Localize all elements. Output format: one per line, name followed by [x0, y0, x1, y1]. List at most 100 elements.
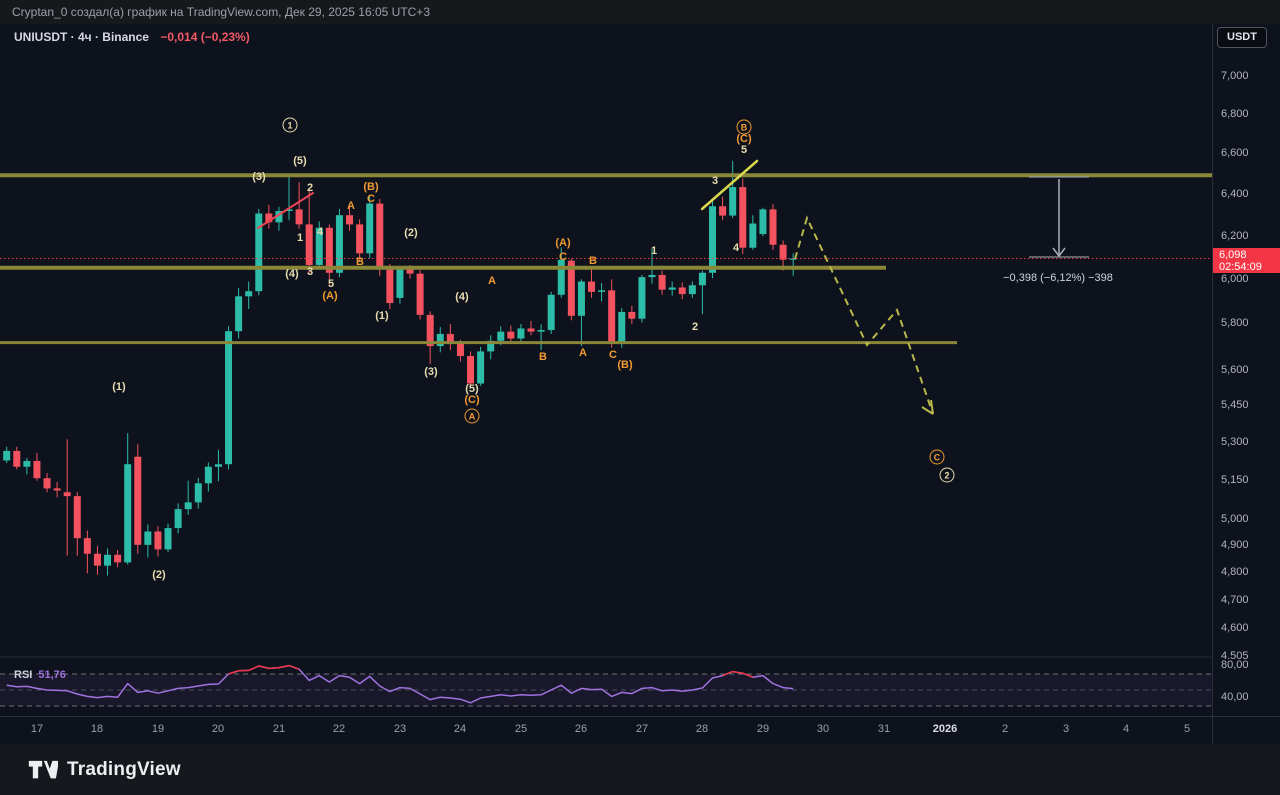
time-tick: 17	[30, 723, 44, 735]
candle-body	[779, 244, 787, 260]
wave-label: (4)	[455, 291, 469, 303]
time-tick: 4	[1122, 723, 1130, 735]
price-tick: 5,800	[1221, 317, 1249, 330]
bar-countdown: 02:54:09	[1219, 261, 1262, 273]
currency-toggle-button[interactable]: USDT	[1217, 27, 1267, 48]
candle-body	[678, 287, 686, 295]
candle-body	[688, 285, 696, 295]
rsi-line-overbought	[722, 670, 754, 678]
candle-body	[658, 274, 666, 290]
wave-label: C	[929, 449, 945, 465]
wave-label: (B)	[363, 181, 379, 193]
candle-body	[285, 209, 293, 212]
candle-body	[456, 343, 464, 357]
wave-label: B	[539, 351, 547, 363]
candle-body	[759, 209, 767, 235]
price-axis[interactable]: 7,000 6,800 6,600 6,400 6,200 6,000 5,800 5,600…	[1213, 24, 1280, 716]
time-tick: 30	[816, 723, 830, 735]
measure-tool-label: −0,398 (−6,12%) −398	[1003, 272, 1113, 284]
price-tick: 5,000	[1221, 512, 1249, 525]
candle-body	[114, 554, 122, 563]
candle-body	[295, 209, 303, 225]
wave-label: (C)	[736, 133, 752, 145]
time-tick: 18	[90, 723, 104, 735]
time-tick: 27	[635, 723, 649, 735]
wave-label: B	[356, 256, 364, 268]
pink-channel-line	[257, 192, 314, 229]
symbol-change: −0,014 (−0,23%)	[160, 30, 250, 44]
wave-label: 3	[306, 266, 314, 278]
wave-label: 4	[732, 242, 740, 254]
symbol-title[interactable]: UNIUSDT · 4ч · Binance	[14, 30, 149, 44]
candle-body	[739, 187, 747, 248]
time-tick: 25	[514, 723, 528, 735]
candle-body	[63, 492, 71, 497]
candle-body	[144, 531, 152, 545]
wave-label: A	[488, 275, 496, 287]
candle-body	[467, 356, 475, 384]
wave-label: C	[559, 251, 567, 263]
time-tick: 22	[332, 723, 346, 735]
candle-body	[305, 224, 313, 265]
wave-label: (C)	[464, 394, 480, 406]
candle-body	[315, 227, 323, 265]
candle-body	[577, 281, 585, 316]
price-tick: 6,200	[1221, 229, 1249, 242]
symbol-header[interactable]: UNIUSDT · 4ч · Binance −0,014 (−0,23%)	[14, 30, 250, 44]
candle-body	[477, 351, 485, 384]
candle-body	[33, 460, 41, 479]
candle-body	[3, 450, 11, 461]
time-tick: 2	[1001, 723, 1009, 735]
projection-path	[794, 215, 934, 415]
candle-body	[406, 269, 414, 274]
candle-body	[527, 328, 535, 332]
price-tick: 5,450	[1221, 399, 1249, 412]
time-tick: 5	[1183, 723, 1191, 735]
price-tick: 4,800	[1221, 566, 1249, 579]
candle-body	[356, 224, 364, 254]
wave-label: B	[736, 119, 752, 135]
candle-body	[184, 502, 192, 510]
candle-body	[547, 294, 555, 331]
candle-body	[265, 213, 273, 223]
candle-body	[73, 496, 81, 539]
wave-label: (B)	[617, 359, 633, 371]
candle-body	[225, 331, 233, 465]
rsi-value: 51,76	[38, 669, 66, 681]
time-tick: 31	[877, 723, 891, 735]
candle-body	[668, 287, 676, 290]
candle-body	[497, 331, 505, 341]
candle-body	[104, 554, 112, 566]
candle-body	[134, 456, 142, 545]
candle-body	[154, 531, 162, 550]
candle-body	[53, 488, 61, 491]
rsi-indicator-title[interactable]: RSI 51,76	[14, 669, 66, 681]
wave-label: 1	[650, 245, 658, 257]
price-tick: 5,600	[1221, 363, 1249, 376]
time-axis[interactable]: 17 18 19 20 21 22 23 24 25 26 27 28 29 30 31 2026 2 3 4 5	[0, 717, 1280, 744]
candle-body	[13, 450, 21, 467]
candle-body	[325, 227, 333, 273]
wave-label: C	[609, 349, 617, 361]
rsi-line-overbought	[228, 664, 300, 675]
time-tick: 20	[211, 723, 225, 735]
candle-body	[194, 483, 202, 503]
candle-body	[698, 272, 706, 286]
price-tick: 6,000	[1221, 272, 1249, 285]
candle-body	[598, 290, 606, 292]
wave-label: C	[367, 193, 375, 205]
candle-body	[366, 203, 374, 254]
wave-label: A	[579, 347, 587, 359]
wave-label: (A)	[555, 237, 571, 249]
candle-body	[487, 340, 495, 352]
price-tick: 4,700	[1221, 594, 1249, 606]
candle-body	[124, 464, 132, 563]
tradingview-logo[interactable]: TradingView	[28, 758, 181, 782]
wave-label: 5	[740, 144, 748, 156]
footer-bar: TradingView	[0, 744, 1280, 795]
candle-body	[436, 333, 444, 347]
candle-body	[396, 269, 404, 298]
time-tick: 3	[1062, 723, 1070, 735]
